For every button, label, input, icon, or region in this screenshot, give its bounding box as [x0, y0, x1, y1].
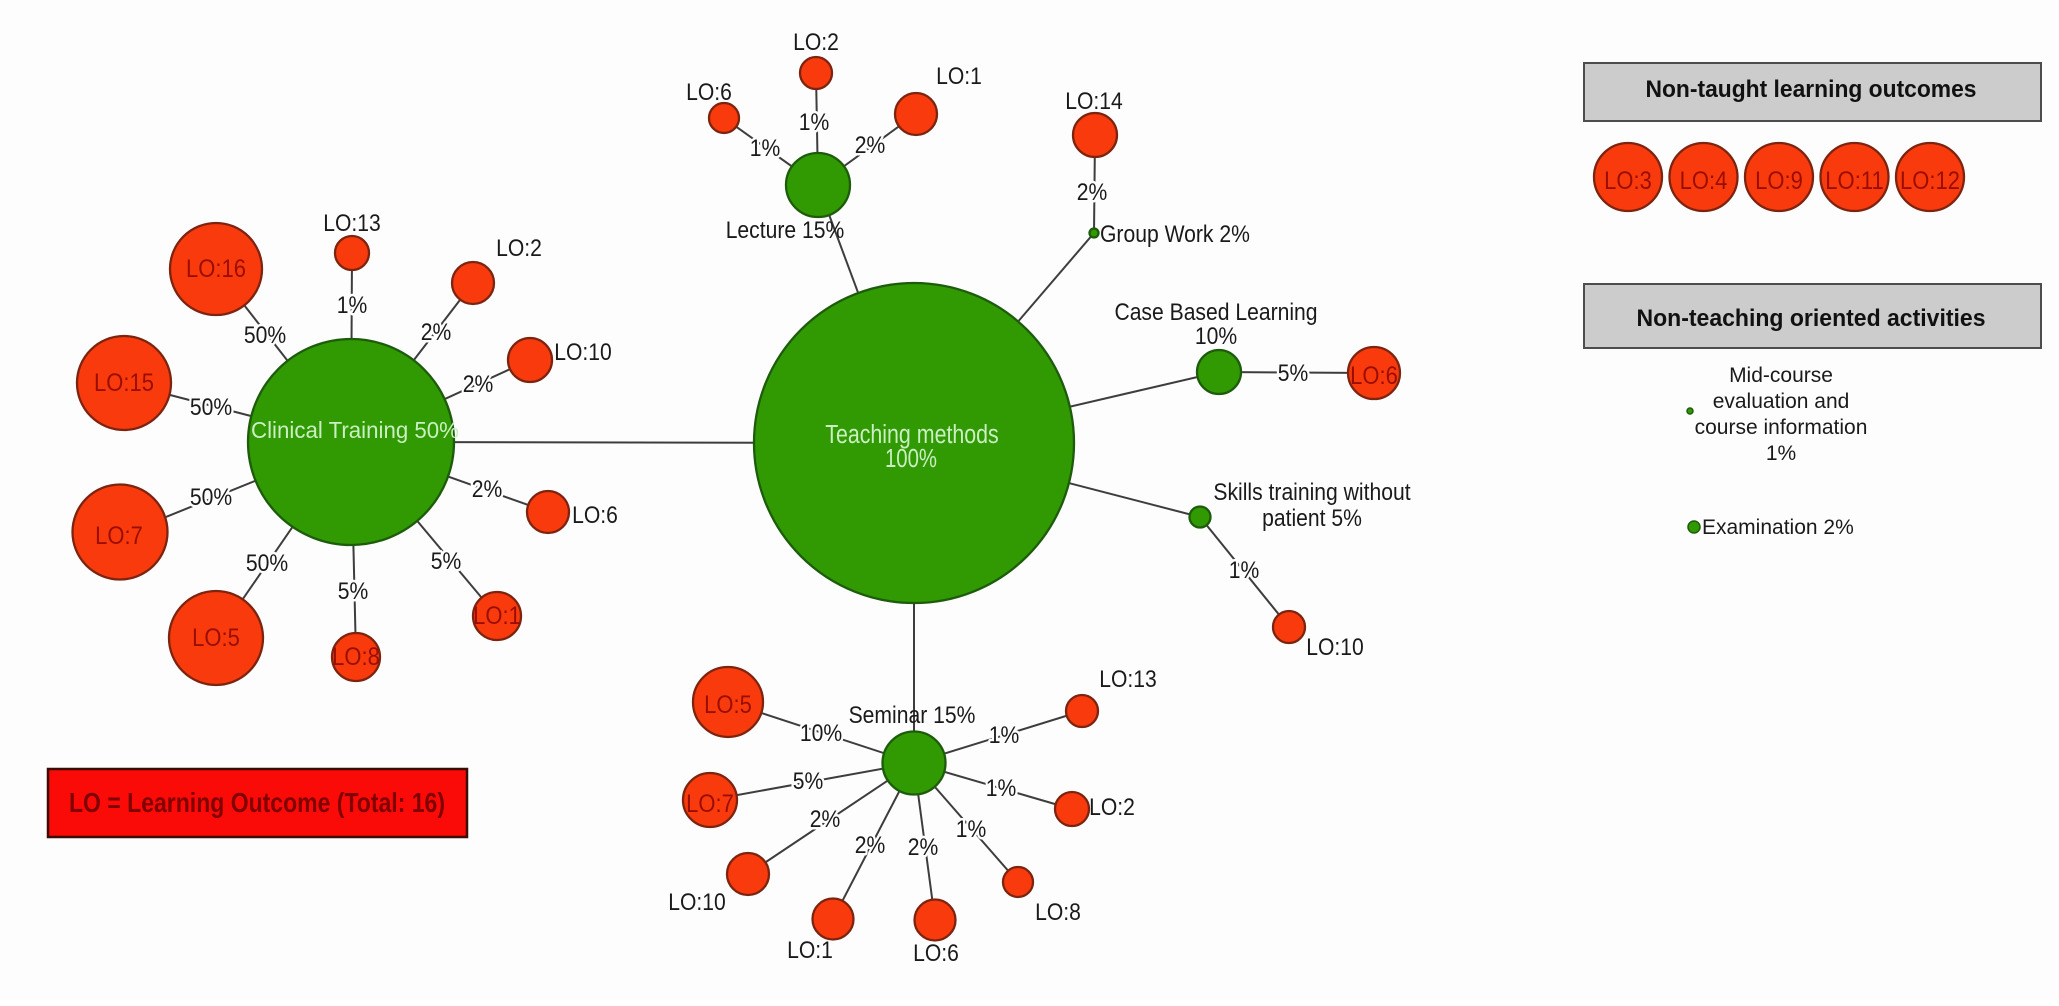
svg-text:50%: 50% [246, 550, 288, 577]
svg-text:1%: 1% [1229, 557, 1260, 584]
svg-text:LO:1: LO:1 [936, 63, 982, 90]
svg-text:10%: 10% [1195, 323, 1237, 350]
svg-text:LO:15: LO:15 [94, 369, 154, 397]
svg-text:Examination 2%: Examination 2% [1702, 516, 1854, 539]
svg-text:2%: 2% [855, 132, 886, 159]
svg-text:LO:11: LO:11 [1825, 167, 1883, 195]
svg-text:Non-taught learning outcomes: Non-taught learning outcomes [1646, 76, 1977, 103]
svg-text:100%: 100% [885, 445, 937, 473]
svg-text:2%: 2% [1077, 179, 1108, 206]
svg-text:1%: 1% [989, 722, 1020, 749]
svg-text:LO:6: LO:6 [1350, 362, 1398, 390]
svg-text:2%: 2% [908, 834, 939, 861]
svg-text:2%: 2% [855, 832, 886, 859]
svg-text:LO = Learning Outcome (Total:: LO = Learning Outcome (Total: 16) [69, 787, 445, 818]
svg-text:50%: 50% [190, 484, 232, 511]
svg-text:2%: 2% [463, 371, 494, 398]
svg-text:1%: 1% [799, 109, 830, 136]
svg-text:LO:5: LO:5 [192, 624, 240, 652]
svg-text:LO:10: LO:10 [554, 339, 612, 366]
svg-text:LO:16: LO:16 [186, 255, 246, 283]
svg-text:LO:13: LO:13 [1099, 666, 1157, 693]
svg-text:LO:7: LO:7 [686, 790, 734, 818]
svg-text:LO:12: LO:12 [1900, 167, 1960, 195]
svg-text:1%: 1% [337, 292, 368, 319]
svg-text:LO:14: LO:14 [1065, 88, 1123, 115]
svg-text:5%: 5% [431, 548, 462, 575]
svg-text:LO:10: LO:10 [668, 889, 726, 916]
svg-text:Mid-course: Mid-course [1729, 364, 1833, 387]
svg-text:Group Work 2%: Group Work 2% [1100, 221, 1250, 248]
svg-text:1%: 1% [750, 135, 781, 162]
svg-text:LO:1: LO:1 [473, 602, 521, 630]
svg-text:5%: 5% [1278, 360, 1309, 387]
svg-text:LO:13: LO:13 [323, 210, 381, 237]
svg-text:LO:6: LO:6 [572, 502, 618, 529]
svg-text:5%: 5% [793, 768, 824, 795]
svg-text:2%: 2% [472, 476, 503, 503]
svg-text:Seminar 15%: Seminar 15% [849, 702, 976, 729]
svg-text:LO:5: LO:5 [704, 691, 752, 719]
svg-text:LO:10: LO:10 [1306, 634, 1364, 661]
svg-text:Teaching methods: Teaching methods [825, 421, 999, 449]
svg-text:LO:2: LO:2 [793, 29, 839, 56]
svg-text:LO:6: LO:6 [686, 79, 732, 106]
svg-text:LO:1: LO:1 [787, 937, 833, 964]
svg-text:1%: 1% [956, 816, 987, 843]
svg-text:LO:4: LO:4 [1680, 167, 1728, 195]
svg-text:1%: 1% [1766, 442, 1796, 465]
svg-text:50%: 50% [190, 394, 232, 421]
svg-text:2%: 2% [810, 806, 841, 833]
svg-text:LO:2: LO:2 [496, 235, 542, 262]
svg-text:LO:8: LO:8 [1035, 899, 1081, 926]
svg-text:Case Based Learning: Case Based Learning [1114, 299, 1317, 326]
svg-text:Skills training without: Skills training without [1213, 479, 1410, 506]
svg-text:evaluation and: evaluation and [1713, 390, 1850, 413]
svg-text:LO:9: LO:9 [1755, 167, 1803, 195]
svg-text:50%: 50% [244, 322, 286, 349]
svg-text:LO:3: LO:3 [1604, 167, 1652, 195]
svg-text:10%: 10% [800, 720, 842, 747]
svg-text:1%: 1% [986, 775, 1017, 802]
svg-text:LO:8: LO:8 [332, 643, 380, 671]
svg-text:5%: 5% [338, 578, 369, 605]
svg-text:LO:6: LO:6 [913, 940, 959, 967]
svg-text:LO:7: LO:7 [95, 522, 143, 550]
svg-text:Clinical Training 50%: Clinical Training 50% [251, 417, 459, 443]
svg-text:2%: 2% [421, 319, 452, 346]
svg-text:LO:2: LO:2 [1089, 794, 1135, 821]
svg-text:Non-teaching oriented activiti: Non-teaching oriented activities [1637, 305, 1986, 332]
svg-text:patient 5%: patient 5% [1262, 505, 1362, 532]
svg-text:Lecture 15%: Lecture 15% [726, 217, 845, 244]
svg-text:course information: course information [1695, 416, 1868, 439]
